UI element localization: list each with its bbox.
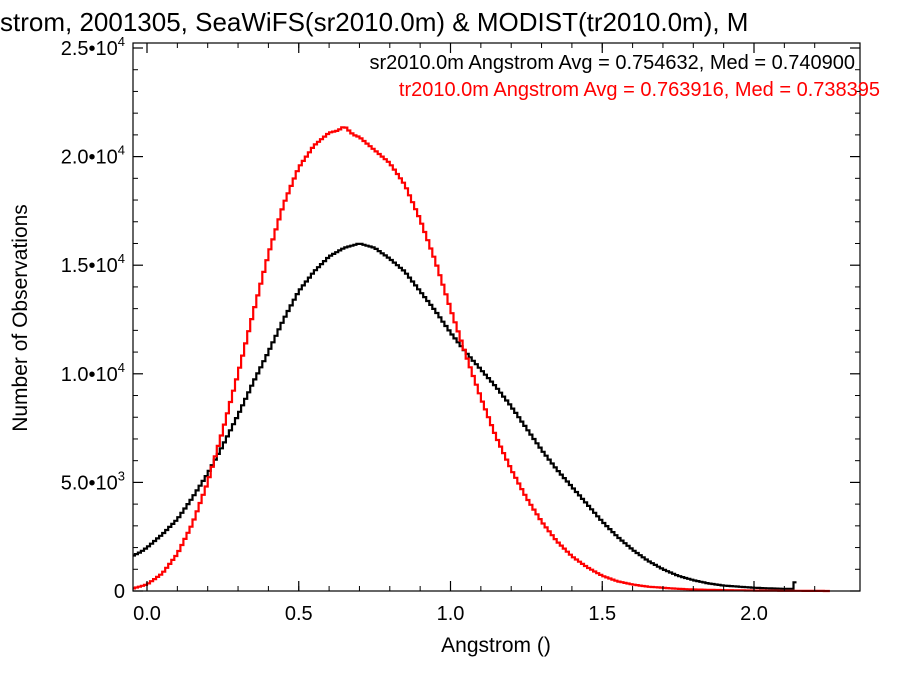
tick-labels: 0.0 0.5 1.0 1.5 2.0 0 5.0•103 1.0•104 1.5•104 2.0… [61, 34, 768, 625]
y-tick-label: 0 [114, 581, 125, 603]
annotation-tr2010: tr2010.0m Angstrom Avg = 0.763916, Med =… [399, 79, 880, 101]
x-tick-label: 1.0 [437, 603, 465, 625]
annotation-sr2010: sr2010.0m Angstrom Avg = 0.754632, Med =… [369, 52, 855, 74]
y-tick-label: 1.5•104 [61, 251, 125, 277]
x-tick-label: 1.5 [588, 603, 616, 625]
y-tick-label: 5.0•103 [61, 468, 125, 494]
series-1-line [133, 242, 797, 590]
chart-title: strom, 2001305, SeaWiFS(sr2010.0m) & MOD… [0, 7, 748, 37]
y-tick-label: 2.5•104 [61, 34, 125, 60]
x-tick-label: 2.0 [740, 603, 768, 625]
axis-ticks [133, 43, 860, 592]
series-lines [133, 126, 830, 593]
x-tick-label: 0.0 [133, 603, 161, 625]
y-tick-label: 2.0•104 [61, 143, 125, 169]
y-axis-label: Number of Observations [9, 204, 32, 432]
x-tick-label: 0.5 [285, 603, 313, 625]
plot-frame [132, 42, 861, 592]
y-tick-label: 1.0•104 [61, 360, 125, 386]
x-axis-label: Angstrom () [441, 634, 551, 657]
series-2-line [133, 126, 830, 593]
